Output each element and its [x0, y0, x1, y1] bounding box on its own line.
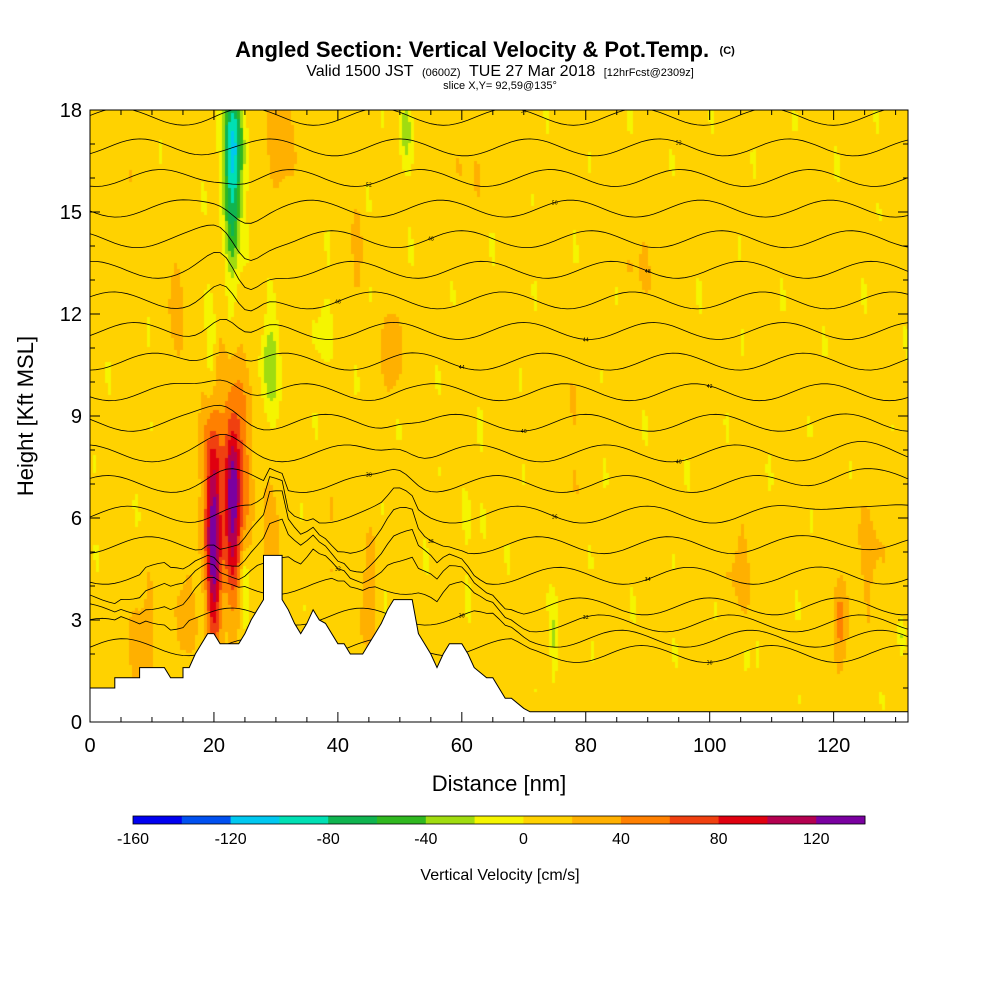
theta-contour [90, 318, 908, 340]
terrain-profile [90, 554, 908, 722]
contour-label: 44 [583, 337, 589, 343]
contour-label: 48 [428, 236, 434, 242]
contour-label: 50 [552, 200, 558, 206]
contour-label: 42 [707, 384, 713, 390]
x-tick-label: 0 [84, 735, 95, 757]
colorbar-swatch [425, 816, 476, 824]
contour-label: 30 [707, 660, 713, 666]
theta-contour [90, 404, 908, 432]
x-tick-label: 20 [203, 735, 225, 757]
colorbar-swatch [572, 816, 622, 824]
chart-title: Angled Section: Vertical Velocity & Pot.… [235, 37, 735, 62]
theta-contour [90, 284, 908, 312]
theta-contour [90, 351, 908, 371]
y-tick-label: 9 [71, 406, 82, 428]
contour-label: 52 [366, 183, 372, 189]
x-tick-label: 120 [817, 735, 850, 757]
theta-contour [90, 607, 908, 648]
theta-contour [90, 138, 908, 157]
colorbar-label: Vertical Velocity [cm/s] [420, 867, 579, 884]
potential-temperature-contours: 3030323234363638404042444446484850525254 [90, 110, 908, 666]
colorbar-tick-label: -80 [317, 831, 340, 848]
contour-label: 30 [459, 613, 465, 619]
y-tick-label: 18 [60, 100, 82, 122]
x-tick-label: 60 [451, 735, 473, 757]
chart-subtitle: Valid 1500 JST (0600Z) TUE 27 Mar 2018 [… [306, 63, 694, 80]
subtitle-date: TUE 27 Mar 2018 [469, 63, 595, 80]
subtitle-forecast: [12hrFcst@2309z] [604, 67, 694, 79]
theta-contour [90, 518, 908, 585]
theta-contour [90, 467, 908, 493]
theta-contour [90, 252, 908, 291]
contour-label: 48 [645, 269, 651, 275]
vertical-velocity-field [90, 110, 908, 722]
colorbar-swatch [230, 816, 280, 824]
theta-contour [90, 224, 908, 261]
y-tick-label: 12 [60, 304, 82, 326]
colorbar-frame [132, 815, 866, 825]
colorbar-swatch [816, 816, 866, 824]
theta-contour [90, 199, 908, 224]
x-tick-label: 80 [575, 735, 597, 757]
theta-contour [90, 379, 908, 402]
colorbar: -160 -120 -80 -40 0 40 80 120 [117, 815, 866, 848]
y-axis-label: Height [Kft MSL] [13, 336, 38, 496]
theta-contour [90, 110, 887, 126]
colorbar-swatch [718, 816, 768, 824]
contour-label: 38 [366, 473, 372, 479]
colorbar-swatch [474, 816, 524, 824]
colorbar-tick-label: 40 [612, 831, 630, 848]
contour-label: 40 [676, 459, 682, 465]
contour-label: 52 [676, 140, 682, 146]
colorbar-swatch [767, 816, 817, 824]
y-tick-label: 6 [71, 508, 82, 530]
colorbar-tick-label: -120 [215, 831, 247, 848]
colorbar-swatch [328, 816, 378, 824]
colorbar-tick-label: 0 [519, 831, 528, 848]
contour-label: 40 [521, 429, 527, 435]
x-axis-label: Distance [nm] [432, 771, 567, 796]
theta-contour [90, 490, 908, 555]
contour-label: 46 [335, 300, 341, 306]
chart-title-unit: (C) [720, 45, 736, 57]
colorbar-swatch [181, 816, 232, 824]
x-tick-label: 100 [693, 735, 726, 757]
theta-contour [90, 169, 908, 187]
theta-contour [90, 548, 908, 616]
colorbar-swatch [279, 816, 329, 824]
contour-label: 32 [335, 567, 341, 573]
slice-label: slice X,Y= 92,59@135° [443, 80, 557, 92]
theta-contour [90, 434, 908, 463]
plot-area: 3030323234363638404042444446484850525254 [90, 110, 908, 722]
theta-contour [90, 576, 908, 633]
theta-contour [90, 476, 908, 524]
colorbar-swatch [377, 816, 427, 824]
subtitle-utc: (0600Z) [422, 67, 461, 79]
contour-label: 32 [583, 615, 589, 621]
colorbar-tick-label: 120 [803, 831, 830, 848]
y-tick-label: 15 [60, 202, 82, 224]
colorbar-swatch [133, 816, 183, 824]
x-tick-label: 40 [327, 735, 349, 757]
colorbar-swatch [621, 816, 671, 824]
contour-label: 36 [552, 515, 558, 521]
chart-title-main: Angled Section: Vertical Velocity & Pot.… [235, 37, 709, 62]
y-tick-label: 0 [71, 712, 82, 734]
colorbar-tick-label: -40 [414, 831, 437, 848]
colorbar-tick-label: -160 [117, 831, 149, 848]
contour-label: 44 [459, 365, 465, 371]
y-tick-label: 3 [71, 610, 82, 632]
colorbar-tick-label: 80 [710, 831, 728, 848]
contour-label: 36 [428, 539, 434, 545]
contour-label: 34 [645, 577, 651, 583]
subtitle-valid: Valid 1500 JST [306, 63, 414, 80]
colorbar-swatch [669, 816, 720, 824]
colorbar-swatch [523, 816, 573, 824]
